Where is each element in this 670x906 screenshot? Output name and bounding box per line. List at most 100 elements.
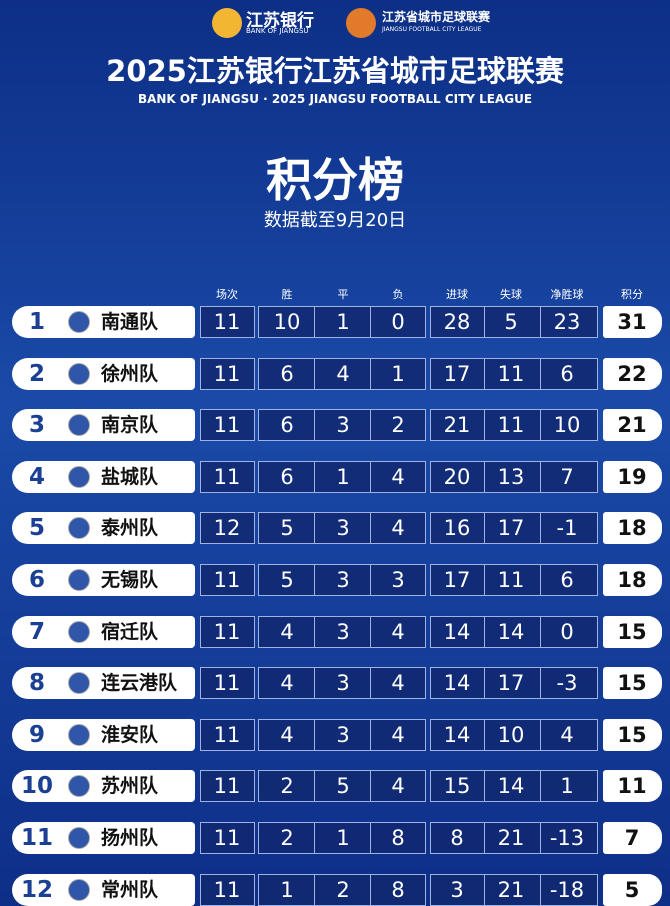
stat-value: 10 bbox=[273, 310, 301, 334]
cell-divider bbox=[540, 823, 541, 853]
stat-value: 8 bbox=[391, 877, 405, 902]
stat-value: 4 bbox=[391, 464, 405, 489]
column-header: 积分 bbox=[621, 288, 643, 301]
team-pill bbox=[12, 306, 195, 338]
stat-value: 1 bbox=[280, 877, 294, 902]
sponsor-logo bbox=[212, 8, 242, 38]
stat-value: 11 bbox=[213, 619, 241, 644]
cell-divider bbox=[370, 771, 371, 802]
stat-value: 7 bbox=[624, 826, 640, 850]
stat-value: 10 bbox=[497, 722, 525, 747]
stat-value: 11 bbox=[213, 413, 241, 438]
cell-divider bbox=[314, 771, 315, 802]
team-name: 连云港队 bbox=[101, 672, 178, 695]
team-pill bbox=[12, 822, 195, 854]
stat-value: 4 bbox=[560, 722, 574, 747]
stat-value: 4 bbox=[336, 361, 350, 386]
stat-value: 3 bbox=[391, 568, 405, 592]
cell-divider bbox=[540, 513, 541, 544]
team-name: 扬州队 bbox=[101, 827, 159, 849]
stat-value: 21 bbox=[497, 826, 525, 850]
cell-divider bbox=[484, 719, 485, 750]
stat-value: 18 bbox=[617, 516, 647, 541]
team-pill bbox=[12, 615, 195, 648]
stat-box bbox=[258, 667, 426, 700]
cell-divider bbox=[540, 307, 541, 337]
stat-box bbox=[430, 357, 598, 390]
stat-value: 5 bbox=[280, 516, 294, 541]
stat-value: -3 bbox=[556, 671, 578, 696]
cell-divider bbox=[314, 616, 315, 647]
cell-divider bbox=[370, 565, 371, 595]
cell-divider bbox=[484, 513, 485, 544]
cell-divider bbox=[370, 616, 371, 647]
rank: 11 bbox=[20, 825, 53, 851]
cell-divider bbox=[484, 410, 485, 441]
team-logo bbox=[68, 878, 90, 901]
stat-box bbox=[258, 357, 426, 390]
stat-value: 1 bbox=[391, 361, 405, 386]
cell-divider bbox=[484, 668, 485, 699]
rank: 2 bbox=[28, 360, 45, 387]
team-name: 南通队 bbox=[101, 311, 159, 333]
stat-value: 14 bbox=[497, 619, 525, 644]
stat-value: 0 bbox=[391, 310, 405, 334]
team-name: 泰州队 bbox=[101, 517, 159, 540]
stat-value: 11 bbox=[213, 310, 241, 334]
stat-value: 18 bbox=[617, 568, 647, 592]
stat-value: 11 bbox=[213, 826, 241, 850]
column-header: 负 bbox=[392, 288, 404, 301]
date-note: 数据截至9月20日 bbox=[263, 210, 407, 231]
stat-value: 4 bbox=[391, 722, 405, 747]
stat-value: 22 bbox=[617, 361, 647, 386]
team-pill bbox=[12, 770, 195, 803]
heading: 积分榜 bbox=[266, 153, 404, 207]
stat-value: 5 bbox=[624, 877, 640, 902]
rank: 7 bbox=[28, 618, 45, 645]
stat-value: 28 bbox=[443, 310, 471, 334]
stat-value: 21 bbox=[497, 877, 525, 902]
stat-value: 15 bbox=[443, 774, 471, 799]
rank: 3 bbox=[28, 412, 45, 439]
team-pill bbox=[12, 564, 195, 596]
team-logo bbox=[68, 517, 90, 540]
stat-value: 1 bbox=[336, 310, 350, 334]
stat-value: 3 bbox=[450, 877, 464, 902]
stat-value: 4 bbox=[280, 722, 294, 747]
stat-value: 4 bbox=[391, 774, 405, 799]
stat-value: 0 bbox=[560, 619, 574, 644]
cell-divider bbox=[314, 461, 315, 492]
stat-value: 20 bbox=[443, 464, 471, 489]
stat-box bbox=[200, 460, 255, 493]
stat-box bbox=[200, 306, 255, 338]
cell-divider bbox=[314, 358, 315, 389]
column-header: 胜 bbox=[281, 288, 293, 301]
stat-value: -13 bbox=[549, 826, 585, 850]
stat-value: 6 bbox=[560, 361, 574, 386]
stat-value: 19 bbox=[617, 464, 647, 489]
cell-divider bbox=[484, 565, 485, 595]
team-pill bbox=[12, 512, 195, 545]
points-box bbox=[603, 512, 662, 545]
stat-box bbox=[258, 306, 426, 338]
stat-value: 1 bbox=[560, 774, 574, 799]
column-header: 净胜球 bbox=[550, 288, 584, 301]
stat-value: 6 bbox=[280, 413, 294, 438]
stat-box bbox=[200, 718, 255, 751]
team-logo bbox=[68, 311, 90, 333]
team-logo bbox=[68, 827, 90, 849]
team-logo bbox=[68, 775, 90, 798]
stat-box bbox=[430, 512, 598, 545]
stat-value: 5 bbox=[336, 774, 350, 799]
stat-value: 8 bbox=[450, 826, 464, 850]
column-header: 场次 bbox=[216, 288, 238, 301]
column-header: 进球 bbox=[446, 288, 468, 301]
points-box bbox=[603, 770, 662, 803]
stat-value: 6 bbox=[280, 464, 294, 489]
stat-box bbox=[258, 770, 426, 803]
points-box bbox=[603, 306, 662, 338]
team-name: 盐城队 bbox=[101, 465, 159, 488]
cell-divider bbox=[314, 874, 315, 905]
points-box bbox=[603, 667, 662, 700]
